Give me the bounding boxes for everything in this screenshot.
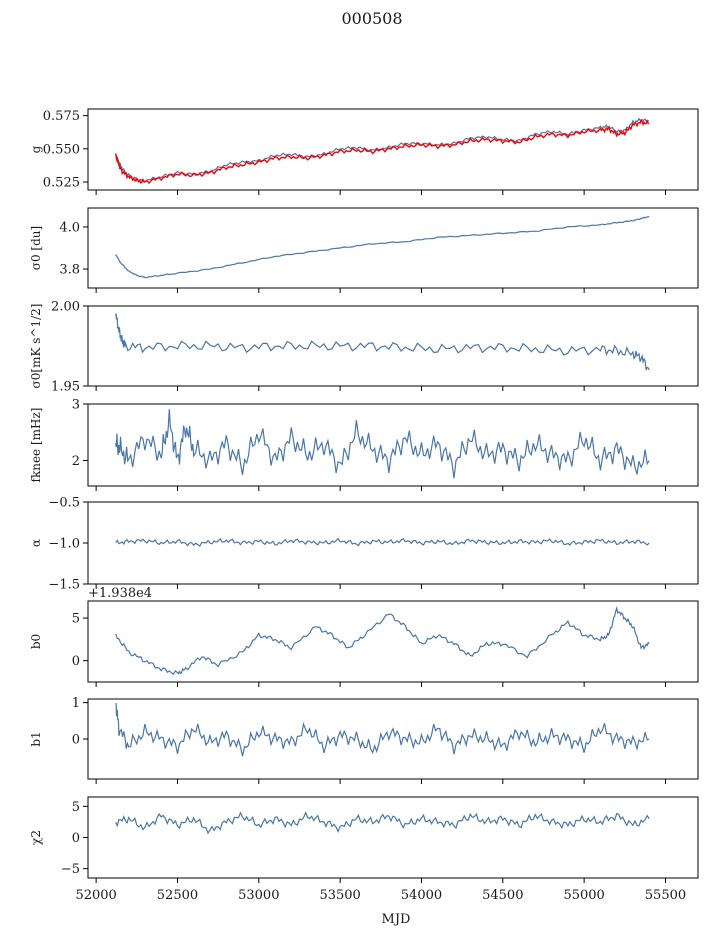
x-tick-label: 53000 [238,888,279,903]
y-tick-label: −1.5 [48,578,80,593]
y-tick-label: 1.95 [51,380,80,395]
y-tick-label: 0.575 [43,109,80,124]
y-axis-label: σ0[mK s^1/2] [29,304,43,389]
y-tick-label: 0.525 [43,176,80,191]
y-tick-label: −0.5 [48,496,80,511]
x-tick-label: 54500 [482,888,523,903]
y-tick-label: −1.0 [48,537,80,552]
y-tick-label: −5 [61,862,80,877]
series-line-sigma0-du [115,215,650,279]
y-tick-label: 2.00 [51,300,80,315]
panel-sigma0-mks: 1.95 2.00 σ0[mK s^1/2] [29,300,699,395]
y-axis-label: α [29,539,43,547]
y-tick-label: 0 [72,831,80,846]
y-axis-label: fknee [mHz] [29,408,43,483]
x-tick-label: 52000 [75,888,116,903]
axes-frame-gain [87,108,699,191]
y-tick-label: 0 [72,654,80,669]
axes-frame-b0 [87,600,699,683]
series-line-alpha [115,537,650,547]
series-line-gain-overlay [115,118,650,185]
axes-frame-sigma0-du [87,207,699,289]
y-axis-label: b0 [29,634,43,649]
y-tick-label: 2 [72,454,80,469]
x-tick-label: 53500 [319,888,360,903]
y-axis-label: g [29,145,43,153]
axes-frame-b1 [87,698,699,780]
y-tick-label: 0 [72,733,80,748]
y-tick-label: 5 [72,800,80,815]
panel-chi2: −5 0 5 χ2 [29,796,699,883]
axes-frame-fknee [87,403,699,487]
series-line-b0 [115,605,650,675]
offset-text: +1.938e4 [88,586,152,601]
series-line-b1 [115,702,650,757]
panel-gain: 0.525 0.550 0.575 g [29,108,699,195]
x-tick-label: 54000 [401,888,442,903]
axes-frame-chi2 [87,796,699,879]
axes-frame-sigma0-mks [87,305,699,387]
series-line-fknee [115,409,650,479]
panels: 0.525 0.550 0.575 g 3.8 4.0 σ0 [du] 1.95 2.00 σ0[… [29,108,699,903]
series-line-gain [115,117,650,184]
y-axis-label: b1 [29,731,43,746]
y-axis-label: χ2 [29,830,43,845]
x-tick-label: 55500 [645,888,686,903]
y-tick-label: 3 [72,398,80,413]
panel-sigma0-du: 3.8 4.0 σ0 [du] [29,207,699,293]
x-tick-labels: 52000 52500 53000 53500 54000 54500 55000 55500 [75,888,686,903]
panel-b0: 0 5 b0 [29,600,699,687]
y-axis-label: σ0 [du] [29,226,43,270]
panel-alpha: −1.5 −1.0 −0.5 α [29,496,699,593]
y-tick-label: 0.550 [43,142,80,157]
y-tick-label: 5 [72,612,80,627]
series-line-chi2 [115,811,650,835]
x-tick-label: 52500 [157,888,198,903]
y-tick-label: 3.8 [59,263,80,278]
x-axis-label: MJD [382,912,411,927]
y-tick-label: 4.0 [59,220,80,235]
series-line-sigma0-mks [115,313,650,371]
y-tick-label: 1 [72,696,80,711]
panel-fknee: 2 3 fknee [mHz] [29,398,699,491]
panel-b1: 0 1 b1 [29,696,699,784]
figure-title: 000508 [341,9,402,28]
x-tick-label: 55000 [563,888,604,903]
